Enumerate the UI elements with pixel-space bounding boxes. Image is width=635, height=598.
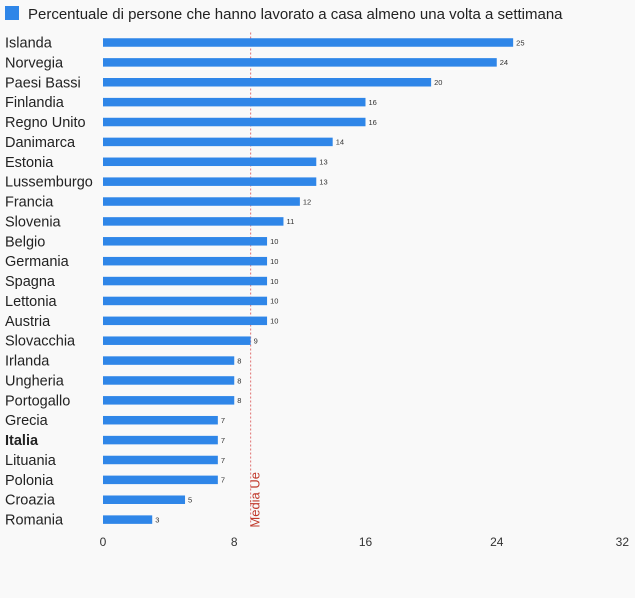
value-label: 10 (270, 297, 278, 306)
bar (103, 157, 317, 167)
category-label: Irlanda (5, 354, 50, 370)
x-tick-label: 32 (616, 535, 630, 549)
bar (103, 217, 284, 226)
value-label: 10 (270, 257, 278, 266)
category-label: Regno Unito (5, 115, 86, 131)
bar (103, 336, 251, 345)
category-label: Romania (5, 513, 64, 529)
category-label: Croazia (5, 493, 56, 509)
bar (103, 415, 218, 425)
value-labels: 25 24 20 16 16 14 13 13 12 11 10 10 10 10 10 9 8 8 8 7 7 7 7 5 3 (155, 38, 524, 524)
value-label: 24 (500, 58, 508, 67)
bar (103, 296, 268, 306)
value-label: 5 (188, 496, 192, 505)
value-label: 7 (221, 476, 225, 485)
category-label: Estonia (5, 155, 54, 171)
category-label: Francia (5, 195, 54, 211)
value-label: 13 (319, 158, 327, 167)
value-label: 14 (336, 138, 344, 147)
category-label: Polonia (5, 473, 54, 489)
value-label: 8 (237, 396, 241, 405)
category-label: Danimarca (5, 135, 76, 151)
category-labels: Islanda Norvegia Paesi Bassi Finlandia Regno… (5, 36, 93, 529)
bar (103, 237, 268, 246)
value-label: 11 (286, 217, 294, 226)
reference-line-label: Media Ue (248, 472, 263, 528)
category-label: Lituania (5, 453, 57, 469)
value-label: 25 (516, 38, 524, 47)
bar (103, 396, 235, 405)
value-label: 10 (270, 317, 278, 326)
value-label: 8 (237, 376, 241, 385)
category-label: Lussemburgo (5, 175, 93, 191)
bar (103, 455, 218, 465)
category-label: Portogallo (5, 393, 70, 409)
value-label: 20 (434, 78, 442, 87)
bar (103, 58, 497, 67)
value-label: 16 (369, 118, 377, 127)
bar (103, 38, 514, 47)
category-label: Norvegia (5, 55, 64, 71)
category-label: Ungheria (5, 373, 65, 389)
value-label: 12 (303, 197, 311, 206)
category-label: Spagna (5, 274, 56, 290)
x-tick-label: 24 (490, 535, 504, 549)
value-label: 16 (369, 98, 377, 107)
x-axis-ticks: 0 8 16 24 32 (100, 535, 630, 549)
bar (103, 376, 235, 385)
category-label: Italia (5, 433, 39, 449)
bar (103, 197, 300, 206)
x-tick-label: 0 (100, 535, 107, 549)
value-label: 10 (270, 277, 278, 286)
category-label: Slovenia (5, 214, 62, 230)
bar (103, 276, 268, 286)
category-label: Slovacchia (5, 334, 76, 350)
value-label: 7 (221, 436, 225, 445)
bar (103, 356, 235, 365)
bars (103, 38, 514, 524)
category-label: Germania (5, 254, 70, 270)
bar (103, 515, 153, 524)
bar (103, 316, 268, 326)
bar (103, 97, 366, 107)
bar (103, 495, 186, 504)
bar (103, 475, 218, 485)
reference-layer: Media Ue (248, 32, 263, 528)
value-label: 7 (221, 456, 225, 465)
category-label: Islanda (5, 36, 53, 52)
category-label: Paesi Bassi (5, 75, 81, 91)
value-label: 9 (254, 337, 258, 346)
legend-label: Percentuale di persone che hanno lavorat… (28, 6, 563, 23)
x-tick-label: 16 (359, 535, 373, 549)
x-tick-label: 8 (231, 535, 238, 549)
category-label: Lettonia (5, 294, 58, 310)
bar (103, 256, 268, 266)
value-label: 8 (237, 356, 241, 365)
bar (103, 117, 366, 127)
bar (103, 177, 317, 186)
category-label: Austria (5, 314, 51, 330)
category-label: Grecia (5, 413, 49, 429)
legend: Percentuale di persone che hanno lavorat… (5, 6, 563, 23)
bar (103, 435, 218, 445)
value-label: 7 (221, 416, 225, 425)
value-label: 13 (319, 177, 327, 186)
bar (103, 137, 333, 147)
value-label: 10 (270, 237, 278, 246)
category-label: Belgio (5, 234, 45, 250)
category-label: Finlandia (5, 95, 65, 111)
value-label: 3 (155, 515, 159, 524)
bar (103, 78, 432, 87)
legend-swatch (5, 6, 19, 20)
